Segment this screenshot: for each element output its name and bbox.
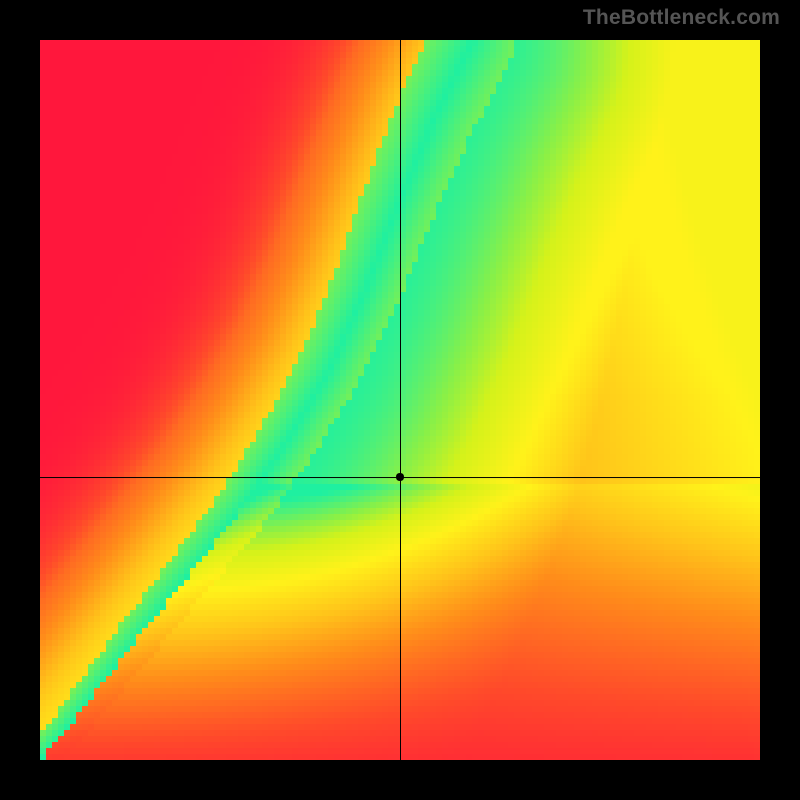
chart-container: TheBottleneck.com xyxy=(0,0,800,800)
overlay-canvas xyxy=(0,0,800,800)
watermark-text: TheBottleneck.com xyxy=(583,6,780,30)
